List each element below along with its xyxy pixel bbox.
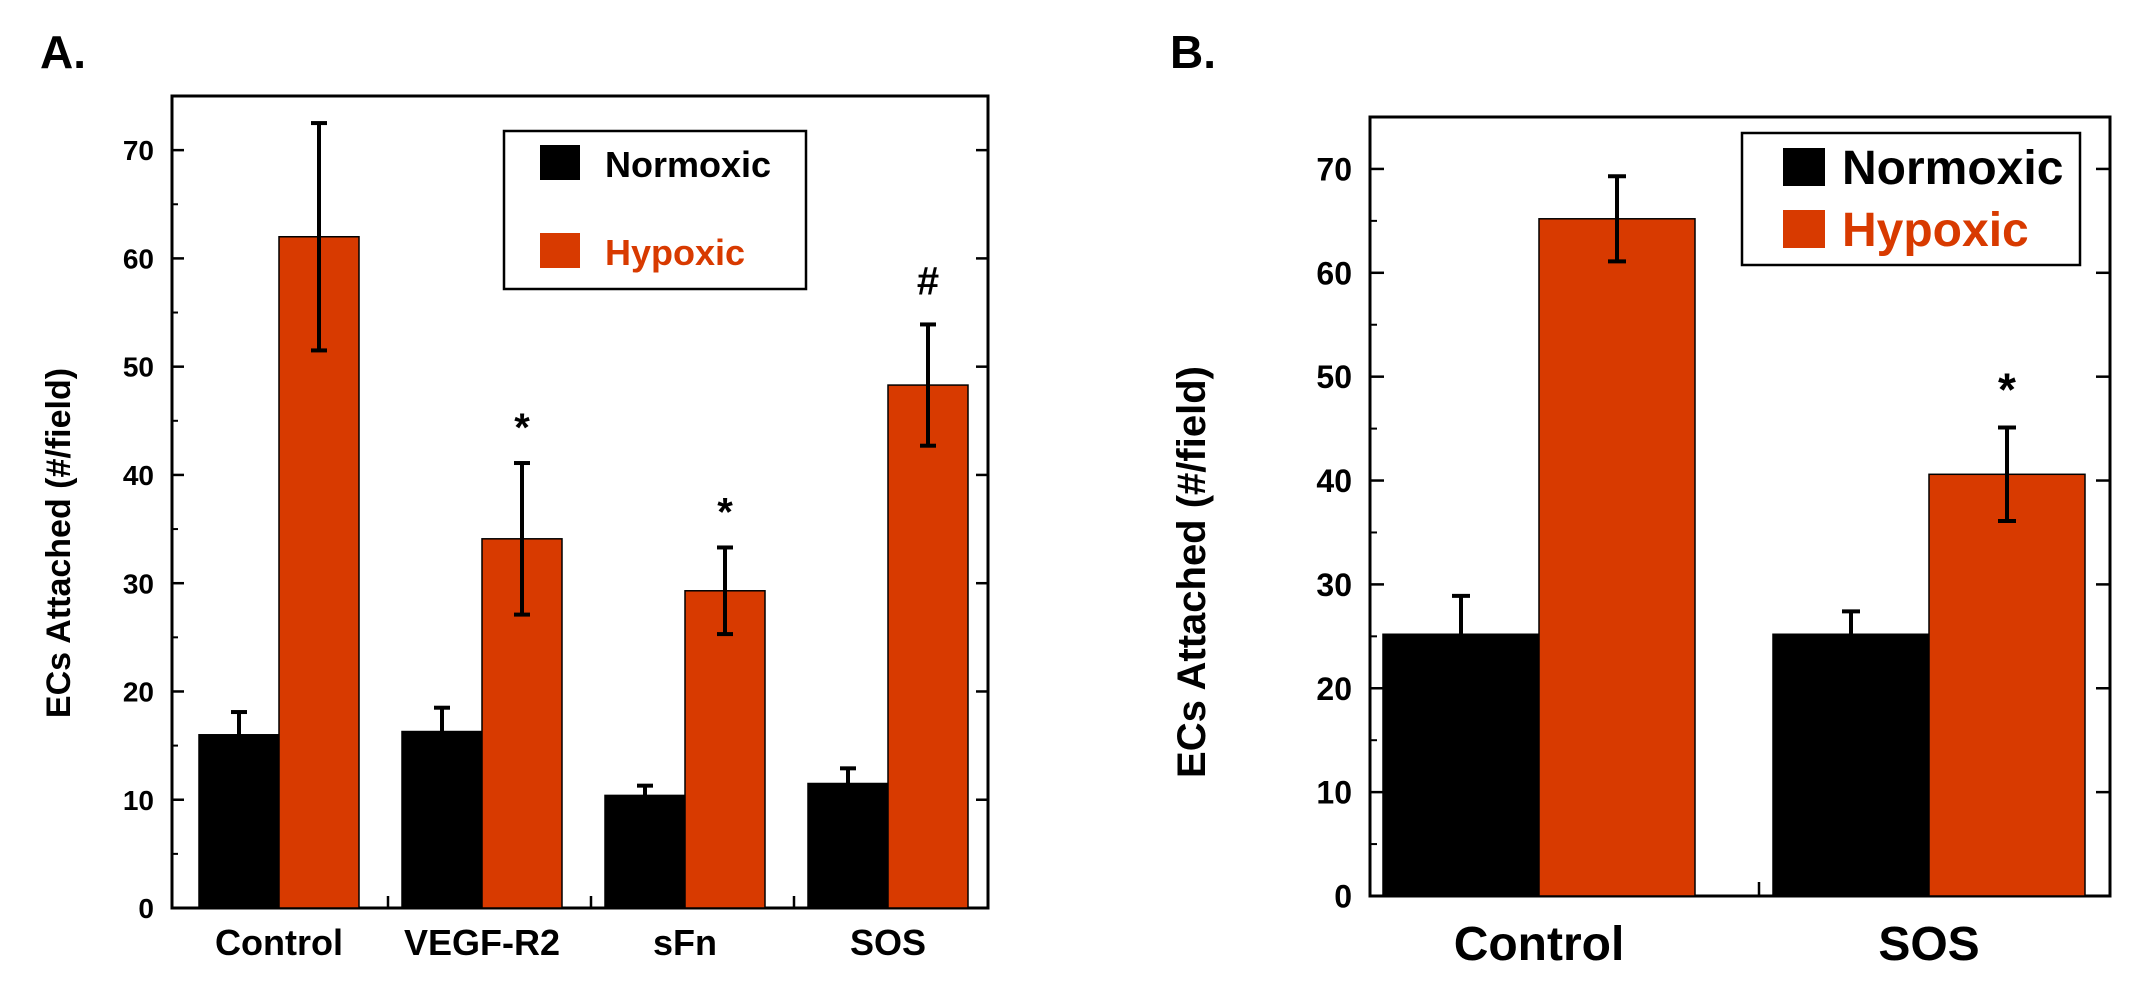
panel-b: B. ECs Attached (#/field) 0 10 20 30 40 50 60 7…	[1170, 26, 2112, 971]
panel-b-y-tick-label: 40	[1316, 463, 1352, 499]
panel-a-axes-frame	[170, 94, 990, 910]
panel-b-legend-label-normoxic: Normoxic	[1842, 142, 2063, 195]
panel-a-y-tick-label: 40	[123, 460, 154, 491]
panel-b-x-tick-label-control: Control	[1454, 918, 1625, 971]
panel-a-legend-label-hypoxic: Hypoxic	[605, 232, 745, 273]
panel-a-significance-marker: #	[917, 259, 939, 303]
panel-b-bar-hypoxic-sos	[1928, 473, 2086, 897]
panel-a-legend-swatch-normoxic	[540, 145, 580, 180]
panel-a-legend-swatch-hypoxic	[540, 233, 580, 268]
panel-a-bar-normoxic-sos	[807, 782, 889, 909]
panel-a-x-tick-label-sfn: sFn	[653, 922, 717, 963]
panel-b-bar-normoxic-sos	[1772, 633, 1930, 897]
panel-a-significance-marker: *	[717, 490, 733, 534]
panel-a-y-tick-label: 70	[123, 135, 154, 166]
panel-b-significance-marker: *	[1998, 364, 2016, 416]
panel-b-legend-swatch-normoxic	[1783, 148, 1825, 186]
panel-a-significance-marker: *	[514, 406, 530, 450]
panel-b-label: B.	[1170, 26, 1216, 78]
panel-b-y-tick-label: 20	[1316, 671, 1352, 707]
panel-b-y-tick-label: 60	[1316, 255, 1352, 291]
panel-a-label: A.	[40, 26, 86, 78]
panel-b-axes-frame	[1368, 115, 2112, 898]
panel-b-legend-swatch-hypoxic	[1783, 210, 1825, 248]
panel-a-y-tick-label: 50	[123, 352, 154, 383]
panel-b-bar-hypoxic-control	[1538, 218, 1696, 897]
panel-a-legend: Normoxic Hypoxic	[502, 129, 808, 291]
panel-b-y-tick-label: 10	[1316, 775, 1352, 811]
panel-a-y-tick-label: 30	[123, 568, 154, 599]
panel-b-plot-area: 0 10 20 30 40 50 60 70 Control SOS *	[1316, 115, 2112, 971]
panel-b-bar-normoxic-control	[1382, 633, 1540, 897]
panel-a-y-tick-label: 0	[138, 893, 154, 924]
panel-b-y-tick-label: 50	[1316, 359, 1352, 395]
panel-a-y-axis-title: ECs Attached (#/field)	[40, 368, 78, 718]
panel-a: A. ECs Attached (#/field) 0 10 20 30 40 50 60 7…	[40, 26, 990, 963]
panel-a-x-tick-label-vegf-r2: VEGF-R2	[404, 922, 560, 963]
panel-a-bar-normoxic-sfn	[604, 794, 686, 909]
panel-b-y-tick-label: 30	[1316, 567, 1352, 603]
panel-a-bar-hypoxic-sos	[887, 384, 969, 909]
panel-a-y-tick-label: 10	[123, 785, 154, 816]
panel-a-x-tick-label-control: Control	[215, 922, 343, 963]
panel-a-y-tick-label: 20	[123, 677, 154, 708]
panel-a-legend-label-normoxic: Normoxic	[605, 144, 771, 185]
panel-a-bar-hypoxic-sfn	[684, 590, 766, 909]
panel-a-x-tick-label-sos: SOS	[850, 922, 926, 963]
panel-b-y-axis-title: ECs Attached (#/field)	[1170, 366, 1214, 778]
panel-b-y-tick-label: 0	[1334, 879, 1352, 915]
panel-b-legend-label-hypoxic: Hypoxic	[1842, 204, 2029, 257]
panel-a-bar-normoxic-control	[198, 734, 280, 909]
panel-b-x-tick-label-sos: SOS	[1878, 918, 1979, 971]
panel-b-legend: Normoxic Hypoxic	[1740, 131, 2082, 267]
panel-a-y-tick-label: 60	[123, 243, 154, 274]
panel-a-bar-normoxic-vegf-r2	[401, 730, 483, 909]
panel-b-y-tick-label: 70	[1316, 151, 1352, 187]
panel-a-plot-area: 0 10 20 30 40 50 60 70 Control VEGF-R2 sFn SOS * * #	[123, 94, 990, 963]
